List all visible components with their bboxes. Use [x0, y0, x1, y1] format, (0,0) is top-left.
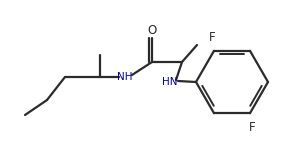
Text: F: F — [209, 31, 215, 44]
Text: O: O — [147, 24, 157, 36]
Text: NH: NH — [117, 72, 133, 82]
Text: HN: HN — [162, 77, 178, 87]
Text: F: F — [249, 121, 255, 134]
